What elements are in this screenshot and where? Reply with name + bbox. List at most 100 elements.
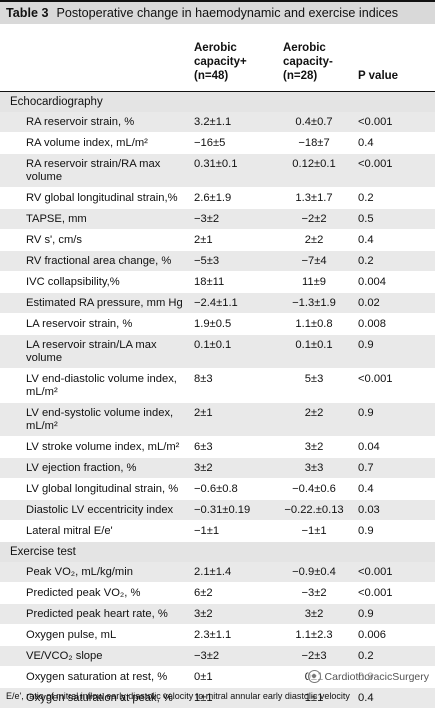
cell-p-value: 0.7 (358, 462, 374, 474)
row-label: LV stroke volume index, mL/m² (26, 441, 180, 453)
cell-aerobic-minus: −2±2 (301, 213, 327, 225)
table-row: LA reservoir strain, % 1.9±0.5 1.1±0.8 0.00… (0, 314, 435, 335)
cell-aerobic-plus: 2.6±1.9 (194, 192, 232, 204)
table-row: LV end-systolic volume index, mL/m² 2±1 2±… (0, 403, 435, 437)
table-header: Aerobic capacity+ (n=48) Aerobic capacity-(… (0, 24, 435, 92)
cell-aerobic-plus: 1±1 (194, 692, 213, 704)
cell-aerobic-plus: −3±2 (194, 650, 220, 662)
row-label: LA reservoir strain, % (26, 318, 133, 330)
cell-aerobic-plus: 3.2±1.1 (194, 116, 232, 128)
table-row: LV stroke volume index, mL/m² 6±3 3±2 0.04 (0, 437, 435, 458)
cell-p-value: 0.008 (358, 318, 386, 330)
table-body: Echocardiography RA reservoir strain, % 3.… (0, 92, 435, 709)
table-row: Predicted peak heart rate, % 3±2 3±2 0.9 (0, 604, 435, 625)
cell-p-value: 0.2 (358, 192, 374, 204)
cell-aerobic-minus: 0.1±0.1 (295, 339, 333, 351)
cell-p-value: 0.9 (358, 407, 374, 419)
cell-p-value: <0.001 (358, 116, 393, 128)
section-header: Exercise test (0, 542, 435, 562)
cell-aerobic-plus: 0.31±0.1 (194, 158, 238, 170)
row-label: LV end-diastolic volume index, mL/m² (26, 373, 177, 398)
table-title-text: Postoperative change in haemodynamic and… (56, 6, 399, 20)
row-label: RV fractional area change, % (26, 255, 172, 267)
row-label: TAPSE, mm (26, 213, 87, 225)
row-label: RA reservoir strain, % (26, 116, 135, 128)
watermark: CardiothoracicSurgery (307, 670, 429, 683)
cell-p-value: 0.4 (358, 234, 374, 246)
cell-aerobic-plus: −16±5 (194, 137, 226, 149)
table-row: VE/VCO₂ slope −3±2 −2±3 0.2 (0, 646, 435, 667)
cell-aerobic-minus: 2±2 (304, 234, 324, 246)
table-row: Lateral mitral E/e' −1±1 −1±1 0.9 (0, 521, 435, 542)
row-label: LV ejection fraction, % (26, 462, 137, 474)
table-row: Oxygen pulse, mL 2.3±1.1 1.1±2.3 0.006 (0, 625, 435, 646)
row-label: LA reservoir strain/LA max volume (26, 339, 157, 364)
row-label: RA reservoir strain/RA max volume (26, 158, 161, 183)
cell-aerobic-plus: 2.3±1.1 (194, 629, 232, 641)
cell-p-value: <0.001 (358, 373, 393, 385)
row-label: Oxygen saturation at rest, % (26, 671, 168, 683)
cell-aerobic-plus: 6±2 (194, 587, 213, 599)
cell-aerobic-plus: −5±3 (194, 255, 220, 267)
row-label: VE/VCO₂ slope (26, 650, 103, 662)
row-label: RV global longitudinal strain,% (26, 192, 178, 204)
cell-aerobic-minus: −3±2 (301, 587, 327, 599)
cell-p-value: 0.2 (358, 650, 374, 662)
cell-p-value: 0.02 (358, 297, 380, 309)
cell-p-value: 0.03 (358, 504, 380, 516)
cell-aerobic-minus: 1.3±1.7 (295, 192, 333, 204)
cell-p-value: 0.004 (358, 276, 386, 288)
cell-p-value: 0.04 (358, 441, 380, 453)
cell-p-value: <0.001 (358, 158, 393, 170)
cell-aerobic-minus: 5±3 (304, 373, 324, 385)
cell-aerobic-minus: −0.22.±0.13 (284, 504, 344, 516)
cell-aerobic-plus: −0.6±0.8 (194, 483, 238, 495)
row-label: Lateral mitral E/e' (26, 525, 113, 537)
cell-p-value: 0.9 (358, 608, 374, 620)
cell-aerobic-minus: 3±3 (304, 462, 324, 474)
row-label: Oxygen pulse, mL (26, 629, 117, 641)
table-row: RV global longitudinal strain,% 2.6±1.9 1.… (0, 188, 435, 209)
cell-aerobic-plus: 2.1±1.4 (194, 566, 232, 578)
header-col3: P value (358, 70, 399, 82)
watermark-text: CardiothoracicSurgery (324, 670, 429, 683)
row-label: LV end-systolic volume index, mL/m² (26, 407, 174, 432)
table-row: LV global longitudinal strain, % −0.6±0.8… (0, 479, 435, 500)
cell-aerobic-minus: 1±1 (304, 692, 324, 704)
cell-p-value: 0.9 (358, 525, 374, 537)
cell-aerobic-minus: 3±2 (304, 441, 324, 453)
cell-p-value: 0.9 (358, 339, 374, 351)
cell-aerobic-minus: −2±3 (301, 650, 327, 662)
table-row: LA reservoir strain/LA max volume 0.1±0.1… (0, 335, 435, 369)
cell-aerobic-plus: 3±2 (194, 462, 213, 474)
wechat-icon (307, 670, 321, 683)
cell-aerobic-minus: −18±7 (298, 137, 330, 149)
table-row: TAPSE, mm −3±2 −2±2 0.5 (0, 209, 435, 230)
row-label: Diastolic LV eccentricity index (26, 504, 174, 516)
table-number: Table 3 (6, 6, 49, 20)
cell-aerobic-minus: 2±2 (304, 407, 324, 419)
cell-aerobic-plus: 2±1 (194, 407, 213, 419)
row-label: LV global longitudinal strain, % (26, 483, 179, 495)
table-row: LV end-diastolic volume index, mL/m² 8±3 5… (0, 369, 435, 403)
cell-p-value: 0.006 (358, 629, 386, 641)
header-col2: Aerobic capacity- (n=28) (283, 42, 333, 82)
cell-aerobic-minus: −0.9±0.4 (292, 566, 336, 578)
cell-p-value: 0.5 (358, 213, 374, 225)
table-footnote: E/e', ratio of mitral inflow early diast… (6, 691, 350, 701)
table-row: RA reservoir strain, % 3.2±1.1 0.4±0.7 <0.0… (0, 112, 435, 133)
cell-aerobic-minus: −1±1 (301, 525, 327, 537)
row-label: IVC collapsibility,% (26, 276, 120, 288)
cell-aerobic-minus: 1.1±0.8 (295, 318, 333, 330)
table-row: RV fractional area change, % −5±3 −7±4 0.2 (0, 251, 435, 272)
table-row: Predicted peak VO₂, % 6±2 −3±2 <0.001 (0, 583, 435, 604)
cell-aerobic-minus: 0.12±0.1 (292, 158, 336, 170)
cell-aerobic-minus: −7±4 (301, 255, 327, 267)
cell-p-value: 0.4 (358, 483, 374, 495)
row-label: Peak VO₂, mL/kg/min (26, 566, 133, 578)
table-row: Diastolic LV eccentricity index −0.31±0.1… (0, 500, 435, 521)
row-label: Oxygen saturation at peak, % (26, 692, 173, 704)
header-col1: Aerobic capacity+ (n=48) (194, 42, 247, 82)
cell-aerobic-plus: 3±2 (194, 608, 213, 620)
